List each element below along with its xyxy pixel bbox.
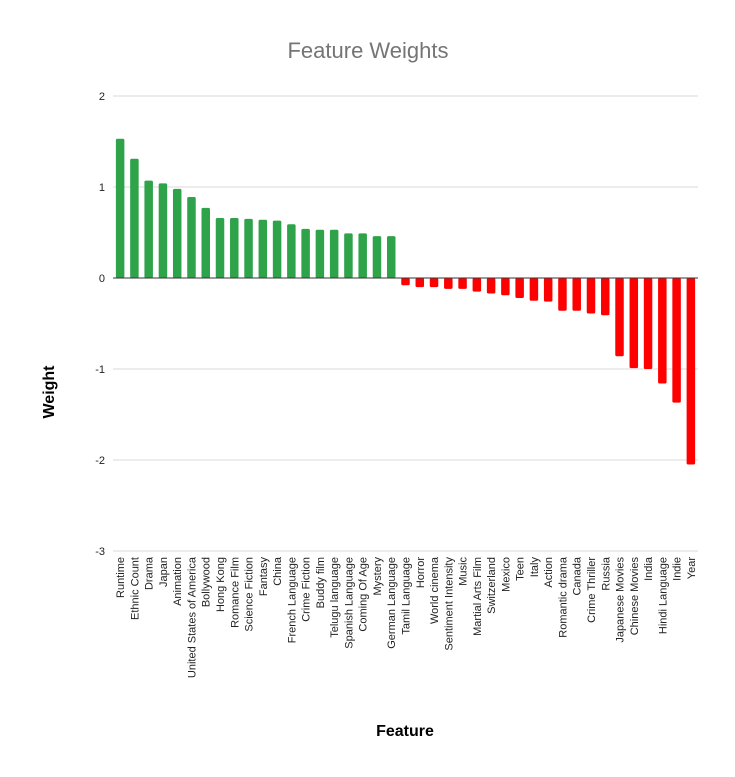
bar	[458, 278, 467, 289]
x-category-label: Teen	[515, 557, 527, 581]
x-category-label: Runtime	[115, 557, 127, 598]
bar	[529, 278, 539, 301]
y-tick-label: -3	[95, 546, 105, 558]
x-category-label: World cinema	[429, 556, 441, 624]
bar	[344, 233, 353, 278]
bar	[386, 236, 396, 278]
bar	[258, 219, 268, 278]
x-category-label: Horror	[415, 557, 427, 589]
bar	[586, 278, 596, 314]
bar	[144, 180, 153, 278]
bar	[643, 278, 653, 369]
x-category-label: Bollywood	[201, 557, 213, 607]
bar	[301, 228, 310, 278]
x-category-label: Spanish Language	[343, 557, 355, 649]
bar	[187, 197, 196, 278]
x-category-label: Romantic drama	[557, 556, 569, 638]
x-category-label: Italy	[529, 557, 541, 578]
x-category-label: Sentiment Intensity	[443, 557, 455, 651]
bar	[572, 278, 581, 311]
y-axis-ticks: 2 1 0 -1 -2 -3	[95, 91, 105, 558]
x-category-label: Year	[686, 557, 698, 580]
x-category-label: Tamil Language	[401, 557, 413, 635]
x-category-label: Action	[543, 557, 555, 588]
bar	[486, 278, 496, 294]
bar	[358, 233, 367, 278]
x-category-label: Crime Fiction	[301, 557, 313, 622]
bar	[429, 278, 439, 288]
bar	[601, 278, 610, 316]
x-category-label: Japan	[158, 557, 170, 587]
x-category-label: Fantasy	[258, 557, 270, 597]
x-category-label: Hong Kong	[215, 557, 227, 612]
x-category-label: Chinese Movies	[629, 557, 641, 636]
x-category-label: Music	[458, 557, 470, 586]
bar	[115, 138, 125, 278]
x-category-label: Hindi Language	[657, 557, 669, 634]
bar	[329, 229, 339, 278]
bar	[543, 278, 553, 302]
x-category-label: Coming Of Age	[358, 557, 370, 632]
x-category-label: Switzerland	[486, 557, 498, 614]
bar	[686, 278, 696, 465]
bar	[615, 278, 624, 357]
x-category-label: United States of America	[186, 556, 198, 678]
bar	[472, 278, 482, 292]
y-tick-label: 2	[99, 91, 105, 103]
x-category-label: Canada	[572, 556, 584, 595]
x-category-label: Mystery	[372, 557, 384, 596]
x-category-label: Animation	[172, 557, 184, 606]
x-category-label: Crime Thriller	[586, 557, 598, 623]
x-category-label: Science Fiction	[244, 557, 256, 632]
bar	[215, 217, 225, 278]
bar	[415, 278, 425, 288]
bar	[401, 278, 410, 286]
bar	[158, 183, 168, 278]
x-category-label: French Language	[286, 557, 298, 643]
x-category-label: Romance Film	[229, 557, 241, 628]
x-category-label: India	[643, 556, 655, 581]
bar	[230, 217, 239, 278]
x-category-label: German Language	[386, 557, 398, 649]
bar	[130, 158, 139, 278]
x-category-label: Ethnic Count	[129, 557, 141, 620]
bar	[629, 278, 639, 369]
bar	[287, 224, 296, 278]
bar	[315, 229, 325, 278]
x-category-label: Buddy film	[315, 557, 327, 608]
bar	[172, 188, 182, 278]
x-category-label: Telugu language	[329, 557, 341, 638]
gridlines	[113, 95, 698, 552]
chart-title: Feature Weights	[287, 38, 448, 63]
bar	[501, 278, 510, 296]
y-axis-title: Weight	[41, 365, 58, 419]
bar	[515, 278, 524, 299]
y-tick-label: -2	[95, 455, 105, 467]
x-category-label: Drama	[144, 556, 156, 590]
x-category-label: Russia	[600, 556, 612, 591]
bar	[672, 278, 681, 403]
bar	[244, 218, 253, 278]
x-category-label: China	[272, 556, 284, 586]
bar	[372, 236, 382, 278]
y-tick-label: 1	[99, 182, 105, 194]
y-tick-label: 0	[99, 273, 105, 285]
bar	[658, 278, 667, 384]
x-axis-category-labels: Runtime Ethnic Count Drama Japan Animation Un…	[115, 556, 698, 678]
bar	[201, 207, 210, 278]
bar	[444, 278, 453, 289]
x-category-label: Indie	[672, 557, 684, 581]
y-tick-label: -1	[95, 364, 105, 376]
x-category-label: Mexico	[500, 557, 512, 592]
x-category-label: Martial Arts Film	[472, 557, 484, 636]
bar	[558, 278, 567, 311]
bars	[115, 138, 696, 465]
bar	[272, 220, 282, 278]
x-category-label: Japanese Movies	[615, 557, 627, 643]
x-axis-title: Feature	[376, 723, 434, 740]
